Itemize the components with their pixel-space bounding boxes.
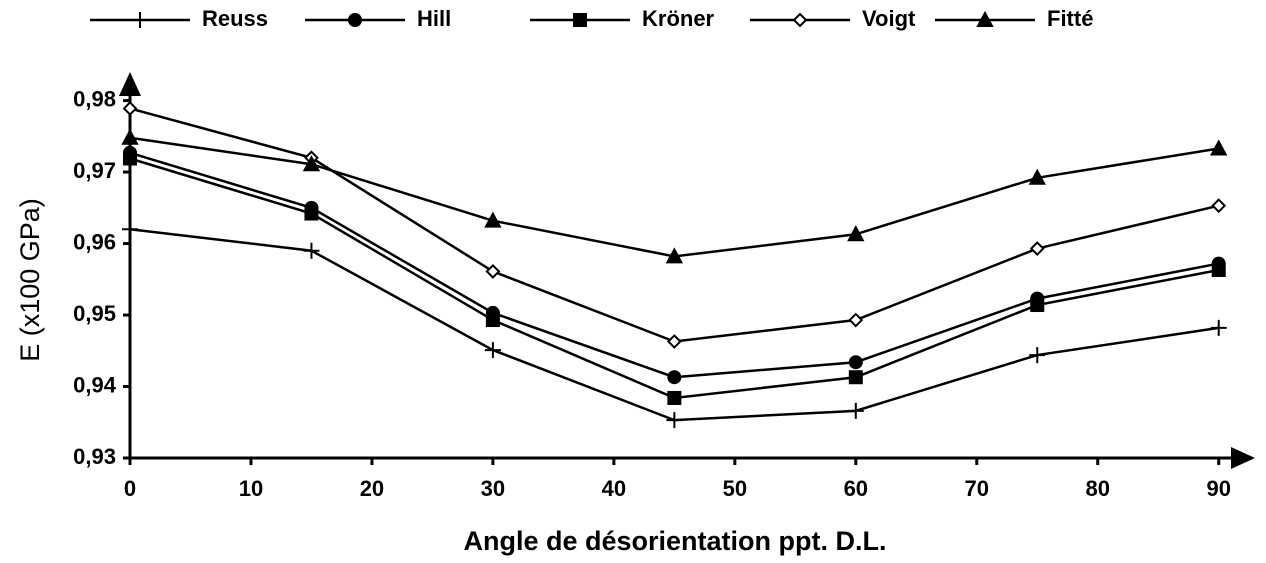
x-tick-label: 20 [360, 476, 384, 501]
data-point [484, 342, 501, 359]
data-point [121, 128, 139, 145]
data-point [122, 221, 138, 238]
legend-label: Voigt [862, 6, 916, 31]
legend-label: Fitté [1047, 6, 1093, 31]
data-point [1028, 168, 1046, 185]
data-point [1211, 263, 1226, 278]
series-line [129, 136, 1219, 258]
y-tick-label: 0,98 [73, 86, 116, 111]
data-point [123, 151, 137, 166]
data-point [848, 312, 864, 328]
legend-label: Kröner [642, 6, 715, 31]
data-point [848, 355, 863, 370]
data-point [484, 211, 502, 228]
x-axis-arrow [1231, 447, 1255, 469]
data-point [666, 334, 682, 349]
data-point [1210, 319, 1227, 336]
y-tick-label: 0,94 [73, 372, 117, 397]
data-point [485, 313, 500, 328]
data-point [485, 264, 501, 279]
series-line [129, 107, 1219, 343]
legend-marker [976, 10, 994, 27]
data-point [303, 242, 320, 259]
data-point [667, 390, 682, 405]
x-tick-label: 90 [1206, 476, 1230, 501]
legend-label: Reuss [202, 6, 268, 31]
legend-marker [792, 12, 808, 28]
data-point [847, 225, 865, 242]
data-point [304, 206, 319, 221]
y-tick-label: 0,97 [73, 158, 116, 183]
y-axis-title: E (x100 GPa) [15, 198, 45, 362]
data-point [847, 402, 864, 419]
x-tick-label: 10 [239, 476, 263, 501]
x-axis-title: Angle de désorientation ppt. D.L. [463, 526, 886, 556]
x-tick-label: 40 [602, 476, 626, 501]
data-point [1211, 198, 1227, 214]
y-tick-label: 0,95 [73, 301, 116, 326]
data-point [1210, 139, 1228, 156]
data-point [1029, 347, 1046, 364]
data-point [122, 101, 138, 116]
series-line [129, 157, 1219, 400]
y-tick-label: 0,93 [73, 444, 116, 469]
data-point [1030, 298, 1045, 313]
legend-marker [132, 12, 148, 28]
x-tick-label: 60 [844, 476, 868, 501]
legend-marker [573, 13, 587, 27]
data-point [666, 412, 683, 429]
y-tick-label: 0,96 [73, 229, 116, 254]
data-point [302, 155, 321, 172]
x-tick-label: 0 [124, 476, 136, 501]
legend-marker [348, 13, 362, 27]
data-point [667, 370, 682, 385]
legend-label: Hill [417, 6, 451, 31]
data-point [1029, 241, 1045, 256]
y-axis-arrow [119, 72, 141, 96]
x-tick-label: 80 [1085, 476, 1109, 501]
x-tick-label: 50 [723, 476, 747, 501]
data-point [848, 370, 863, 385]
x-tick-label: 70 [965, 476, 989, 501]
data-point [665, 247, 684, 264]
x-tick-label: 30 [481, 476, 505, 501]
